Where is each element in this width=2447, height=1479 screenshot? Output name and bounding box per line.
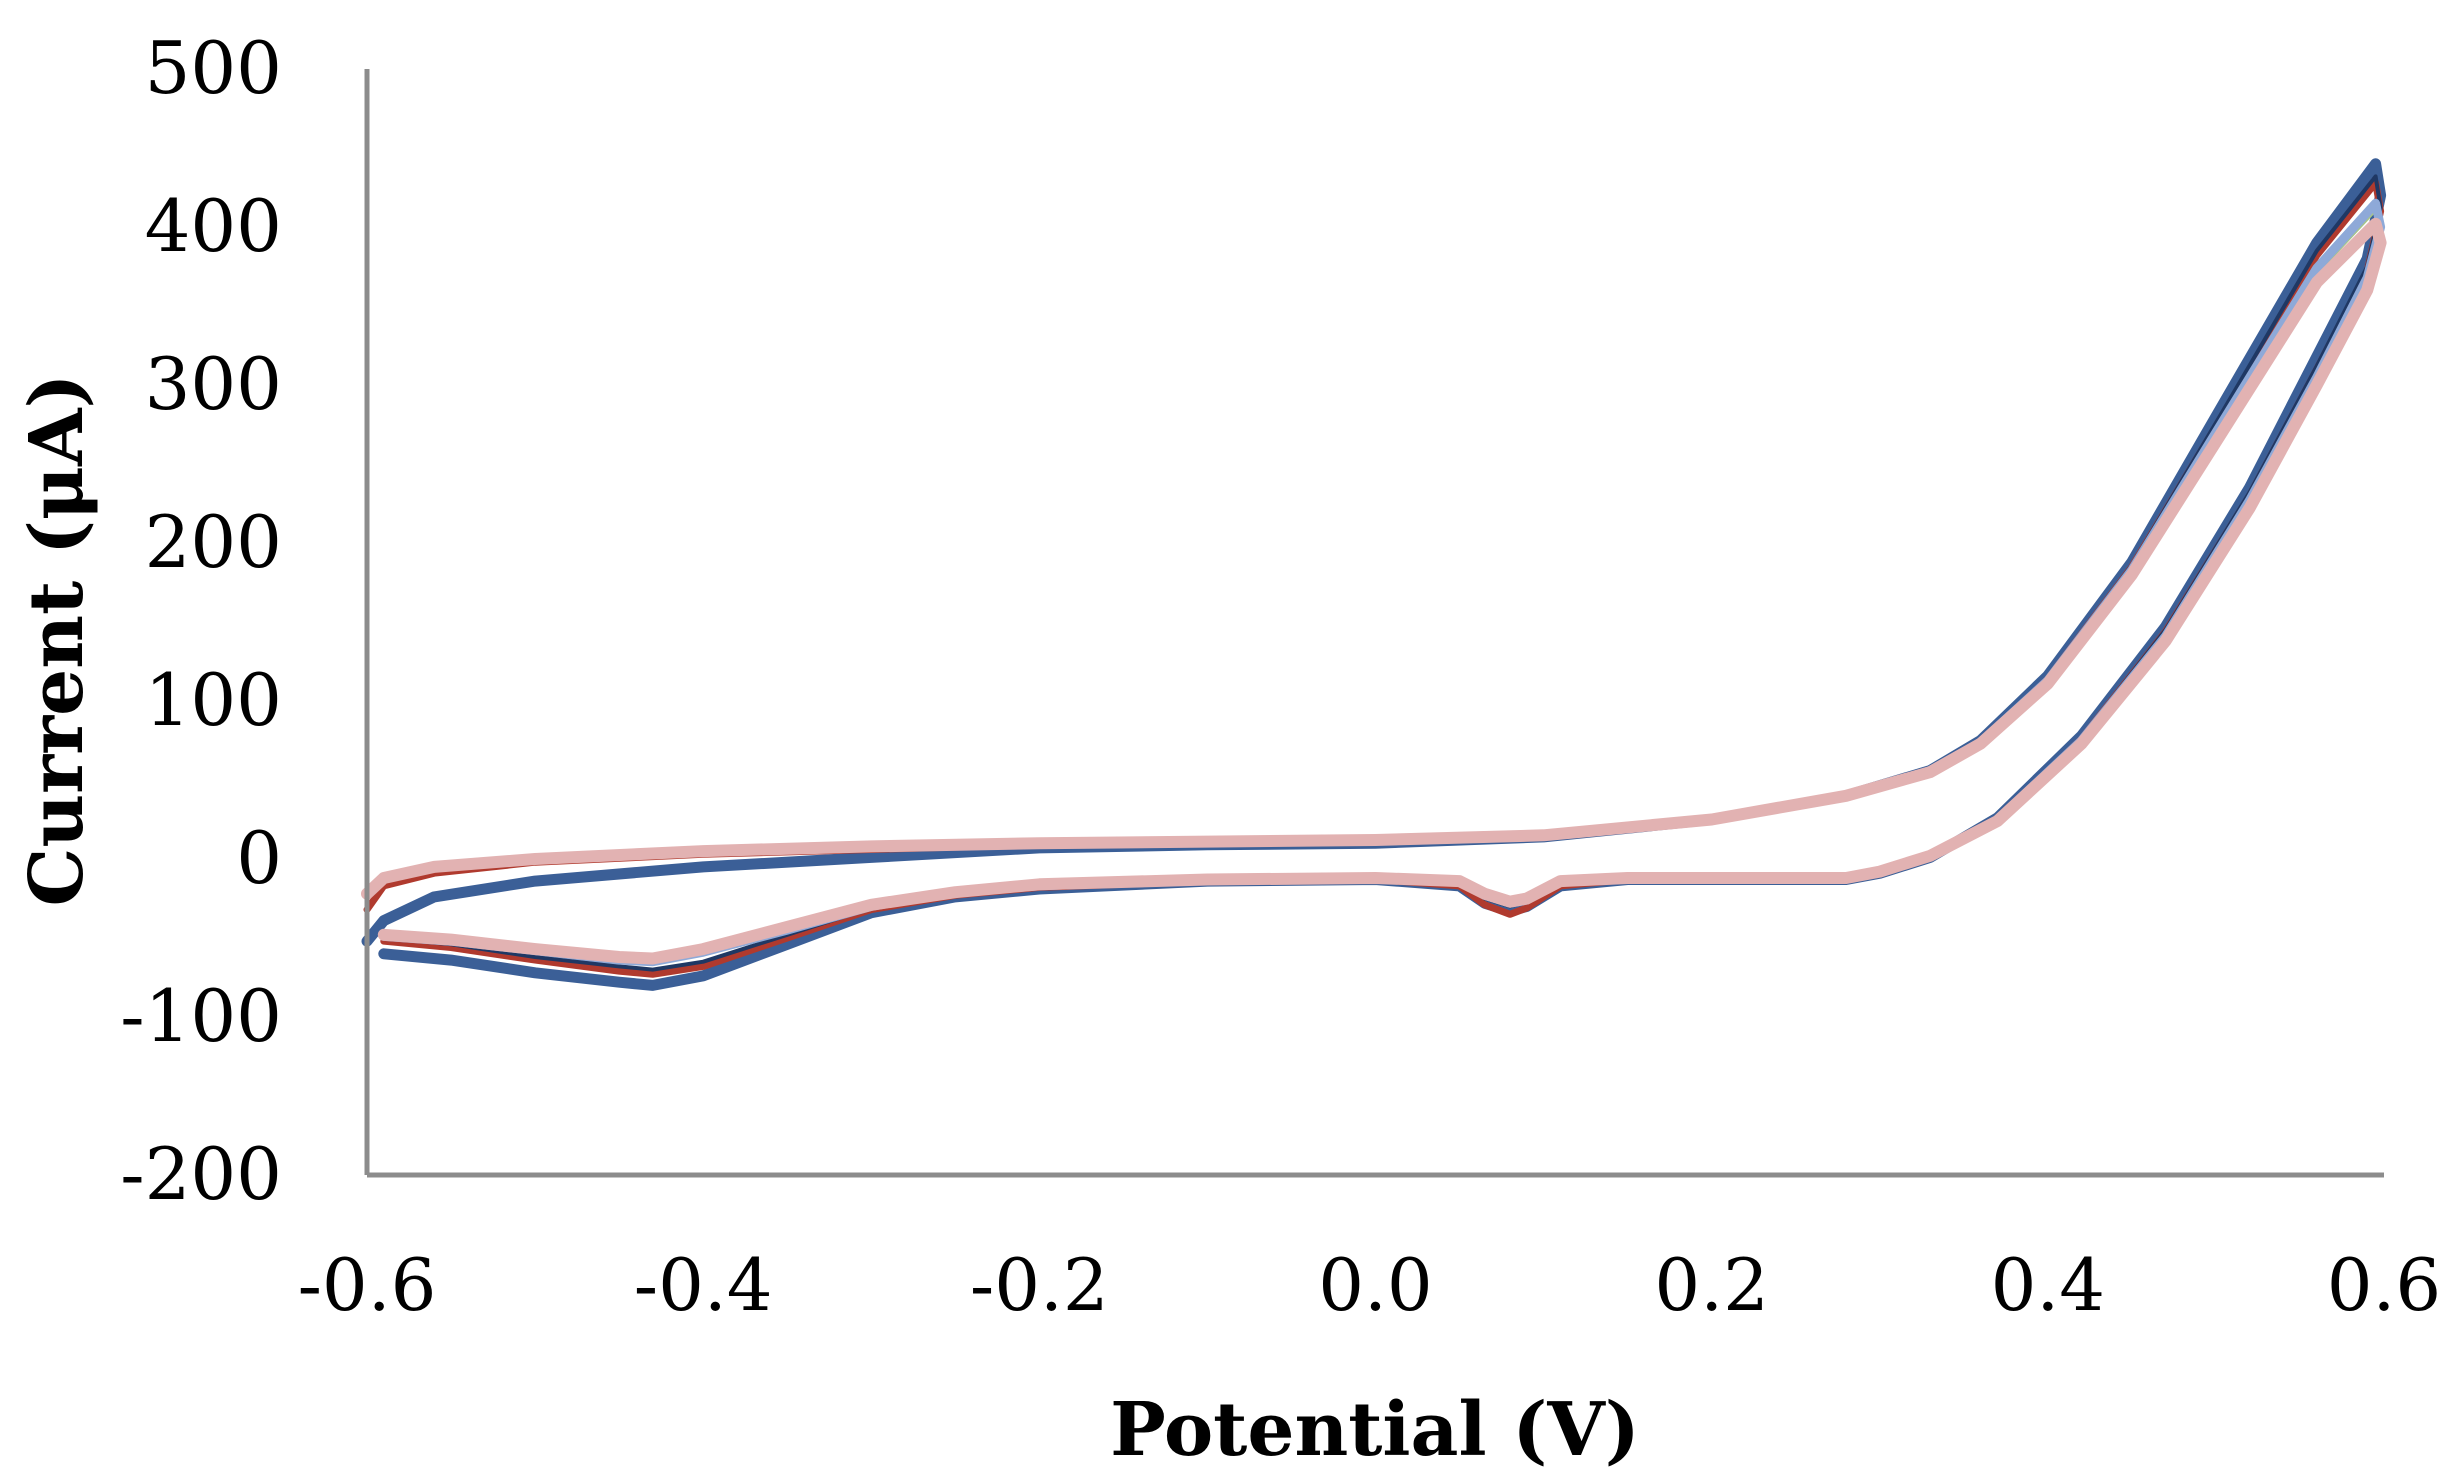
y-tick-label: 200	[145, 500, 282, 584]
y-tick-label: 0	[236, 816, 282, 900]
x-tick-label: 0.0	[1318, 1243, 1433, 1327]
x-tick-label: 0.6	[2327, 1243, 2442, 1327]
x-tick-label: 0.4	[1991, 1243, 2106, 1327]
x-tick-label: -0.2	[970, 1243, 1109, 1327]
x-tick-labels: -0.6 -0.4 -0.2 0.0 0.2 0.4 0.6	[298, 1243, 2442, 1327]
y-tick-label: -200	[120, 1132, 282, 1216]
series-line-1	[361, 158, 2387, 991]
y-tick-label: -100	[120, 974, 282, 1058]
y-tick-label: 100	[145, 658, 282, 742]
x-tick-label: 0.2	[1654, 1243, 1769, 1327]
y-axis-title: Current (μA)	[14, 373, 100, 906]
y-tick-label: 500	[145, 26, 282, 110]
x-tick-label: -0.6	[298, 1243, 437, 1327]
y-tick-label: 300	[145, 342, 282, 426]
y-tick-label: 400	[145, 184, 282, 268]
series-group	[361, 158, 2387, 991]
y-tick-labels: 500 400 300 200 100 0 -100 -200	[120, 26, 282, 1216]
x-tick-label: -0.4	[634, 1243, 773, 1327]
series-line-6	[361, 217, 2387, 965]
x-axis-title: Potential (V)	[1110, 1387, 1640, 1473]
